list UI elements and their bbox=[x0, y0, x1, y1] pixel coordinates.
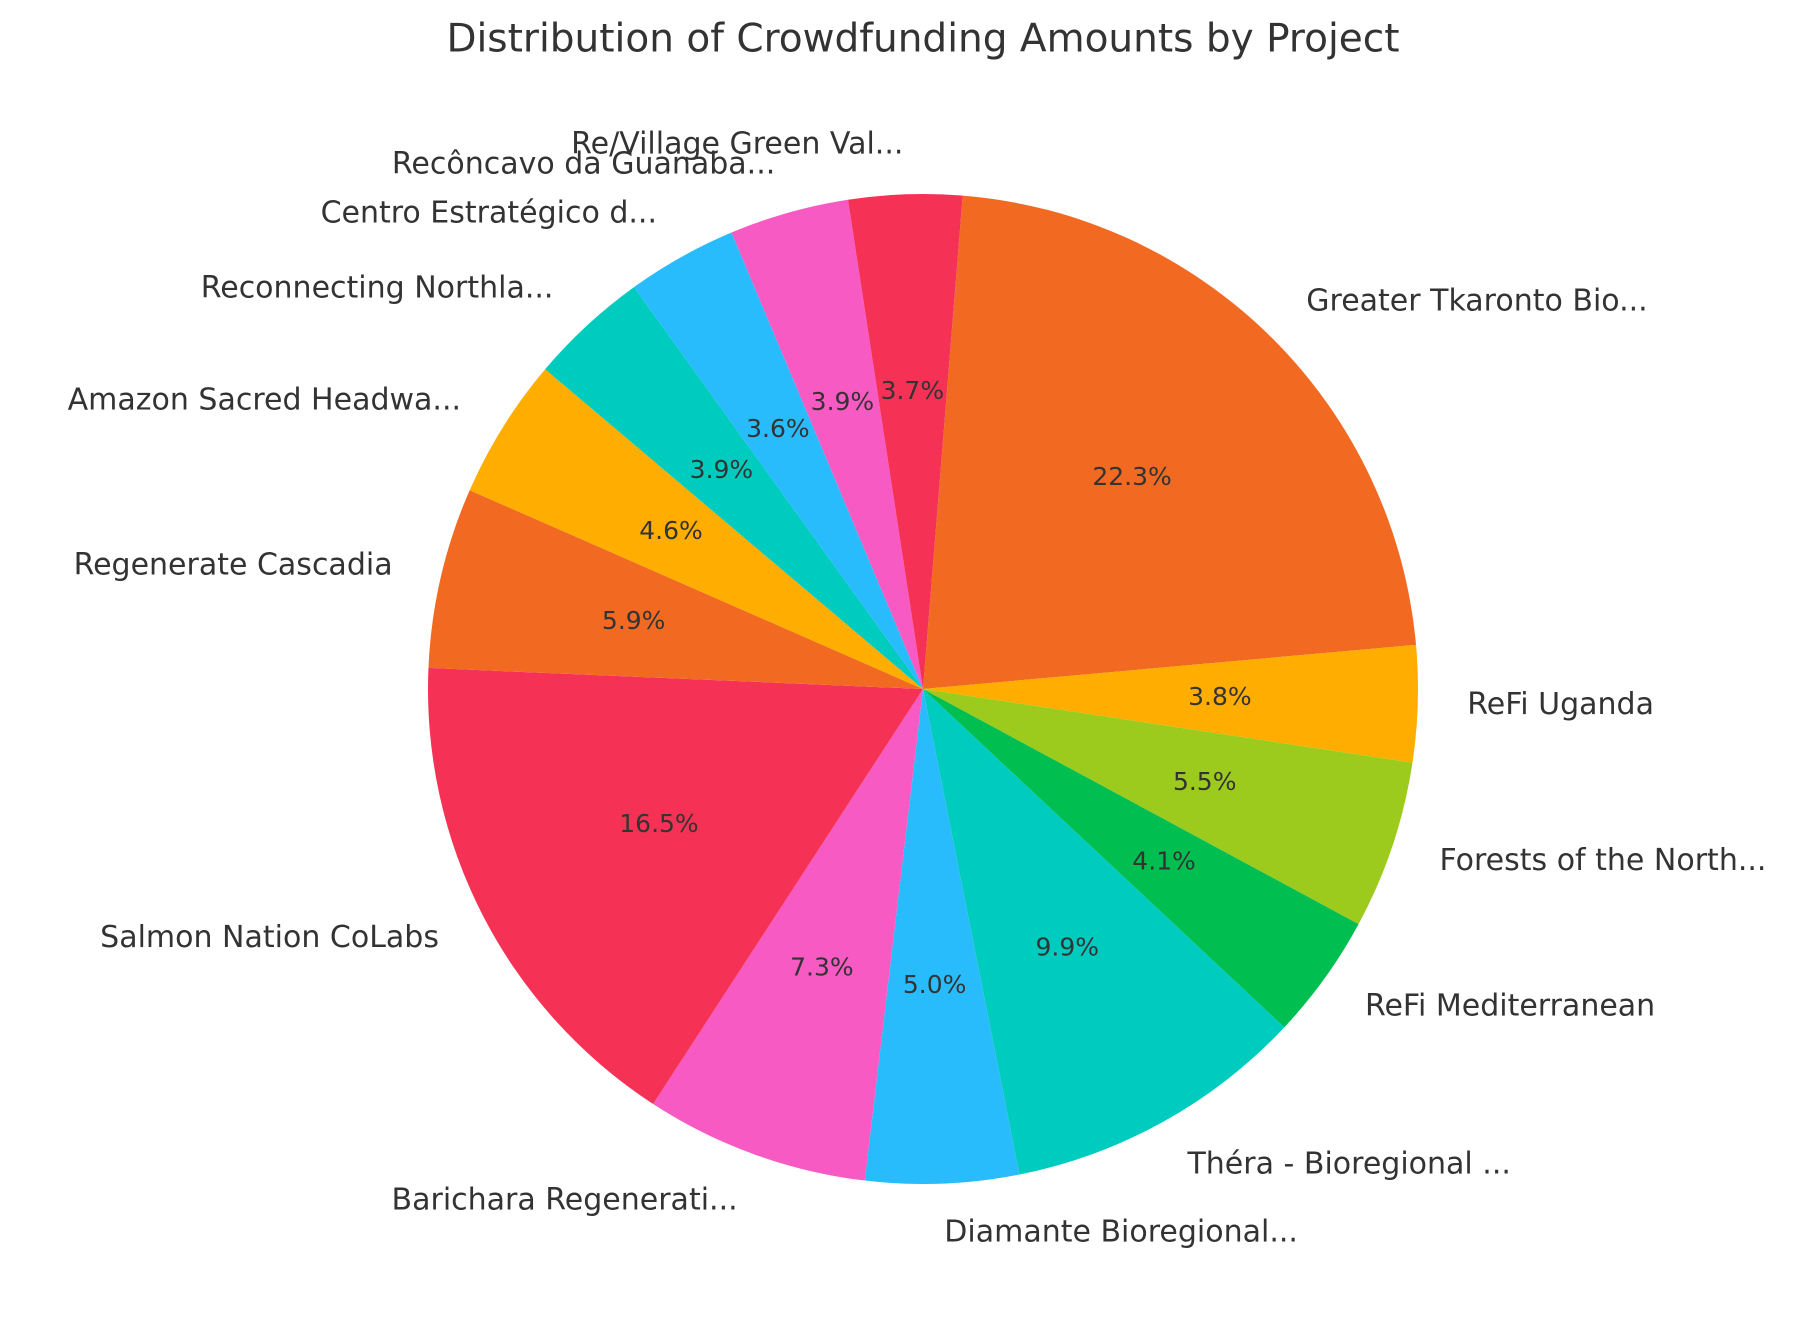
value-label: 3.8% bbox=[1188, 682, 1252, 711]
category-label: Greater Tkaronto Bio... bbox=[1306, 284, 1647, 319]
category-label: Barichara Regenerati... bbox=[392, 1182, 738, 1217]
pie-slice bbox=[847, 193, 963, 689]
value-label: 9.9% bbox=[1036, 933, 1100, 962]
pie-slice bbox=[428, 490, 923, 689]
value-label: 4.6% bbox=[639, 516, 703, 545]
pie-slice bbox=[923, 689, 1413, 925]
pie-slice bbox=[923, 689, 1359, 1028]
category-label: Théra - Bioregional ... bbox=[1186, 1146, 1510, 1181]
value-label: 3.9% bbox=[811, 387, 875, 416]
value-label: 3.6% bbox=[746, 414, 810, 443]
pie-slice bbox=[923, 644, 1419, 763]
category-label: Salmon Nation CoLabs bbox=[100, 920, 439, 955]
category-label: Amazon Sacred Headwa... bbox=[68, 382, 461, 417]
pie-slice bbox=[469, 369, 923, 689]
pie-slice bbox=[653, 689, 923, 1181]
value-label: 4.1% bbox=[1132, 846, 1196, 875]
category-label: Recôncavo da Guanaba... bbox=[392, 146, 775, 181]
value-label: 3.9% bbox=[690, 455, 754, 484]
value-label: 5.0% bbox=[903, 970, 967, 999]
pie-slice bbox=[923, 195, 1417, 689]
pie-slice bbox=[545, 287, 923, 689]
category-label: Reconnecting Northla... bbox=[201, 271, 554, 306]
value-label: 16.5% bbox=[619, 809, 698, 838]
category-label: ReFi Mediterranean bbox=[1365, 989, 1655, 1024]
category-label: Forests of the North... bbox=[1439, 843, 1766, 878]
pie-slice bbox=[864, 689, 1020, 1184]
category-label: Centro Estratégico d... bbox=[321, 195, 657, 230]
chart-title: Distribution of Crowdfunding Amounts by … bbox=[446, 17, 1399, 62]
value-label: 5.5% bbox=[1173, 767, 1237, 796]
category-label: Regenerate Cascadia bbox=[74, 547, 393, 582]
value-label: 3.7% bbox=[881, 376, 945, 405]
value-label: 22.3% bbox=[1092, 462, 1171, 491]
value-label: 7.3% bbox=[790, 952, 854, 981]
pie-slice bbox=[634, 232, 923, 689]
pie-slice bbox=[923, 689, 1285, 1175]
category-label: Diamante Bioregional... bbox=[944, 1215, 1298, 1250]
pie-slice bbox=[427, 667, 923, 1104]
category-label: ReFi Uganda bbox=[1467, 687, 1654, 722]
value-label: 5.9% bbox=[602, 606, 666, 635]
pie-slice bbox=[731, 199, 923, 690]
category-label: Re/Village Green Val... bbox=[571, 126, 903, 161]
